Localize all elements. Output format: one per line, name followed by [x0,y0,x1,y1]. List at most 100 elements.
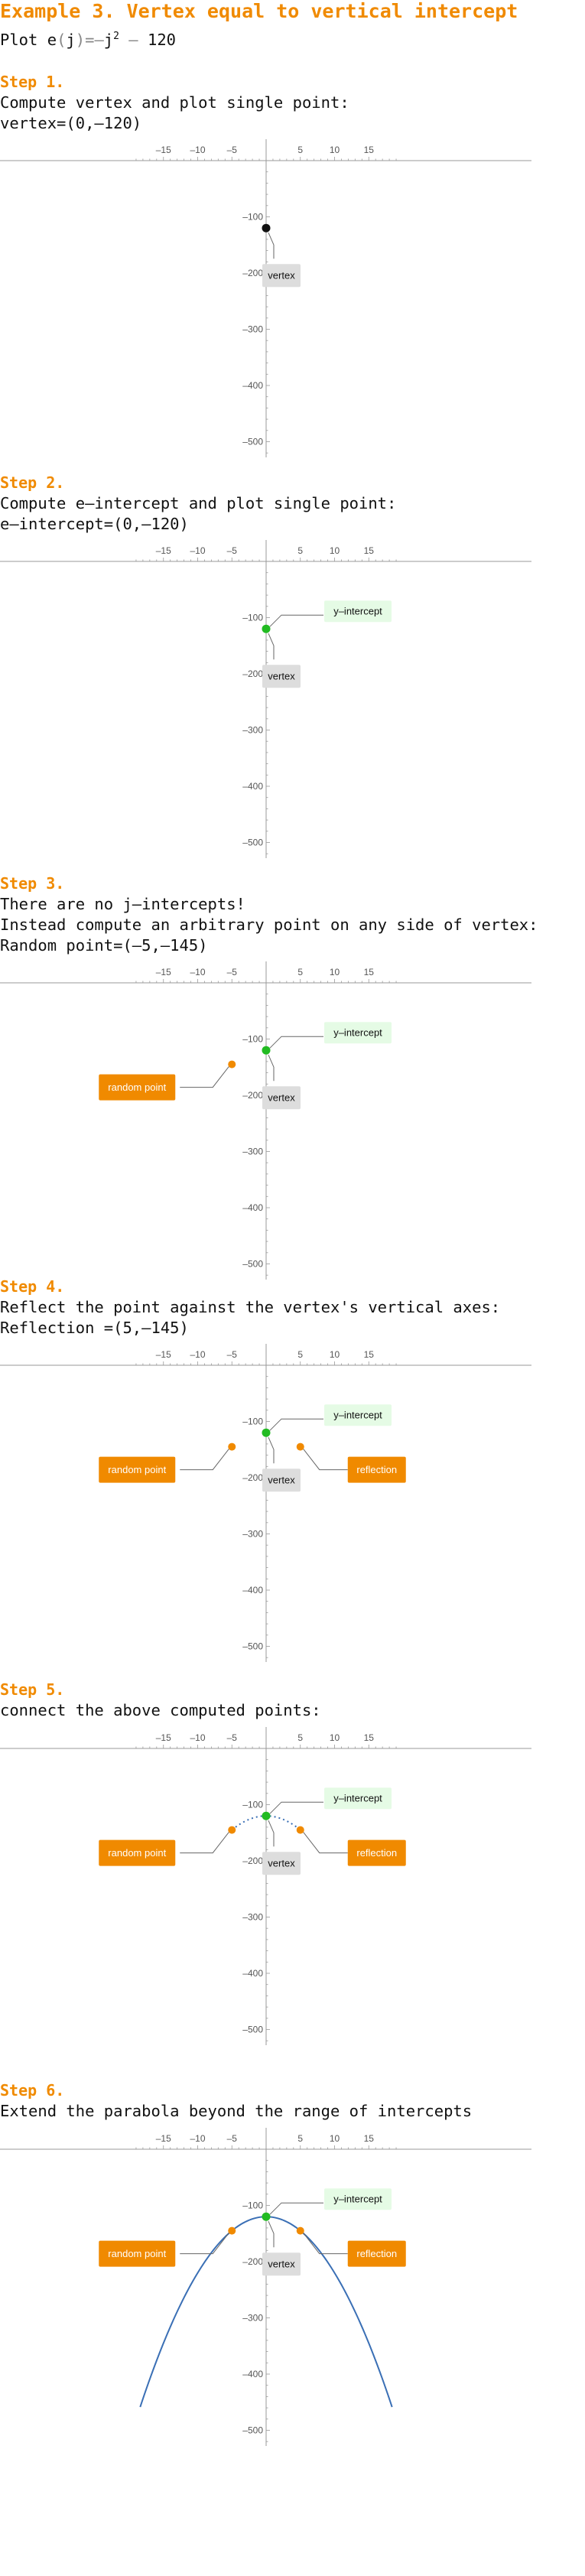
reflection-label: reflection [356,1847,397,1859]
y-tick-label: –400 [242,1202,263,1213]
intro-equals: = [85,30,95,49]
x-tick-label: 5 [297,545,303,556]
reflection-leader-line [303,2233,348,2255]
y-intercept-label: y–intercept [333,606,382,617]
x-tick-label: –15 [156,967,171,977]
y-intercept-point [262,1046,271,1055]
y-tick-label: –200 [242,1090,263,1101]
step-text-line: Reflection =(5,–145) [0,1319,189,1337]
vertex-point [262,223,271,233]
page-title: Example 3. Vertex equal to vertical inte… [0,0,518,22]
vertex-label: vertex [268,1858,295,1869]
random-point-label: random point [108,1081,166,1093]
random-point [228,1060,236,1068]
step-3: Step 3. There are no j–intercepts! Instead… [0,873,538,956]
step-heading: Step 1. [0,73,65,91]
y-tick-label: –100 [242,1034,263,1045]
step-text-line: Compute vertex and plot single point: [0,93,349,112]
y-intercept-point [262,624,271,633]
y-intercept-label: y–intercept [333,2194,382,2205]
x-tick-label: –10 [190,967,205,977]
step-chart: –15 –10 –5 5 10 15 –100 –200 –300 –400 –500 vertex y… [0,1727,531,2045]
vertex-label-box [262,1852,301,1875]
intro-variable: j [66,30,76,49]
intro-square-base: j [103,30,114,49]
intro-minus: – [119,30,148,49]
y-tick-label: –500 [242,1641,263,1652]
step-heading: Step 2. [0,473,65,492]
step-text-line: Random point=(–5,–145) [0,936,208,955]
step-1: Step 1. Compute vertex and plot single po… [0,72,349,134]
reflection-label: reflection [356,2248,397,2259]
y-tick-label: –300 [242,725,263,736]
vertex-leader-line [268,232,275,259]
step-chart: –15 –10 –5 5 10 15 –100 –200 –300 –400 –500 vertex [0,139,531,457]
vertex-leader-line [268,2220,275,2248]
step-heading: Step 4. [0,1277,65,1296]
vertex-label: vertex [268,270,295,281]
x-tick-label: –10 [190,1349,205,1360]
y-tick-label: –100 [242,613,263,623]
x-tick-label: –15 [156,1732,171,1743]
vertex-label: vertex [268,1475,295,1486]
step-heading: Step 3. [0,874,65,893]
step-4: Step 4. Reflect the point against the ver… [0,1277,500,1338]
x-tick-label: 5 [297,1732,303,1743]
intro-line: Plot e(j)=–j2 – 120 [0,26,176,50]
y-intercept-leader-line [269,2202,323,2215]
step-5: Step 5. connect the above computed points… [0,1680,321,1721]
x-tick-label: –5 [227,145,238,155]
y-intercept-label-box [324,2188,392,2210]
y-tick-label: –200 [242,668,263,679]
step-text-line: e–intercept=(0,–120) [0,515,189,533]
intro-open-paren: ( [57,30,67,49]
random-point-leader-line [180,1449,229,1471]
step-text-line: connect the above computed points: [0,1701,321,1719]
y-tick-label: –300 [242,324,263,335]
y-tick-label: –500 [242,838,263,848]
y-intercept-point [262,2212,271,2221]
y-tick-label: –400 [242,1585,263,1595]
x-tick-label: –15 [156,2133,171,2144]
reflection-point [296,1826,304,1834]
step-text-line: Instead compute an arbitrary point on an… [0,916,538,934]
x-tick-label: 5 [297,2133,303,2144]
random-point-leader-line [180,2233,229,2255]
y-intercept-label-box [324,1022,392,1044]
y-tick-label: –300 [242,1529,263,1540]
step-chart: –15 –10 –5 5 10 15 –100 –200 –300 –400 –500 vertex y… [0,540,531,858]
x-tick-label: 10 [330,1732,340,1743]
vertex-label-box [262,264,301,288]
reflection-label: reflection [356,1464,397,1475]
y-intercept-label-box [324,1787,392,1810]
x-tick-label: –5 [227,2133,238,2144]
y-intercept-leader-line [269,614,323,627]
random-point-leader-line [180,1832,229,1854]
x-tick-label: 10 [330,545,340,556]
reflection-label-box [347,2240,406,2267]
y-tick-label: –400 [242,2369,263,2379]
y-tick-label: –500 [242,437,263,447]
reflection-label-box [347,1456,406,1483]
x-tick-label: 5 [297,1349,303,1360]
y-intercept-point [262,1428,271,1437]
step-text-line: Reflect the point against the vertex's v… [0,1298,501,1316]
reflection-leader-line [303,1449,348,1471]
x-tick-label: 15 [364,1349,375,1360]
x-tick-label: –5 [227,967,238,977]
x-tick-label: 15 [364,1732,375,1743]
random-point-label-box [99,1456,176,1483]
x-tick-label: –5 [227,545,238,556]
random-point-label-box [99,1074,176,1101]
vertex-label: vertex [268,2259,295,2270]
y-intercept-label-box [324,1404,392,1426]
vertex-label: vertex [268,671,295,682]
y-tick-label: –500 [242,1259,263,1270]
vertex-label-box [262,1469,301,1492]
y-intercept-leader-line [269,1418,323,1431]
y-tick-label: –100 [242,1800,263,1810]
random-point [228,1826,236,1834]
intro-close-paren: ) [75,30,86,49]
x-tick-label: 5 [297,145,303,155]
vertex-label-box [262,2252,301,2276]
